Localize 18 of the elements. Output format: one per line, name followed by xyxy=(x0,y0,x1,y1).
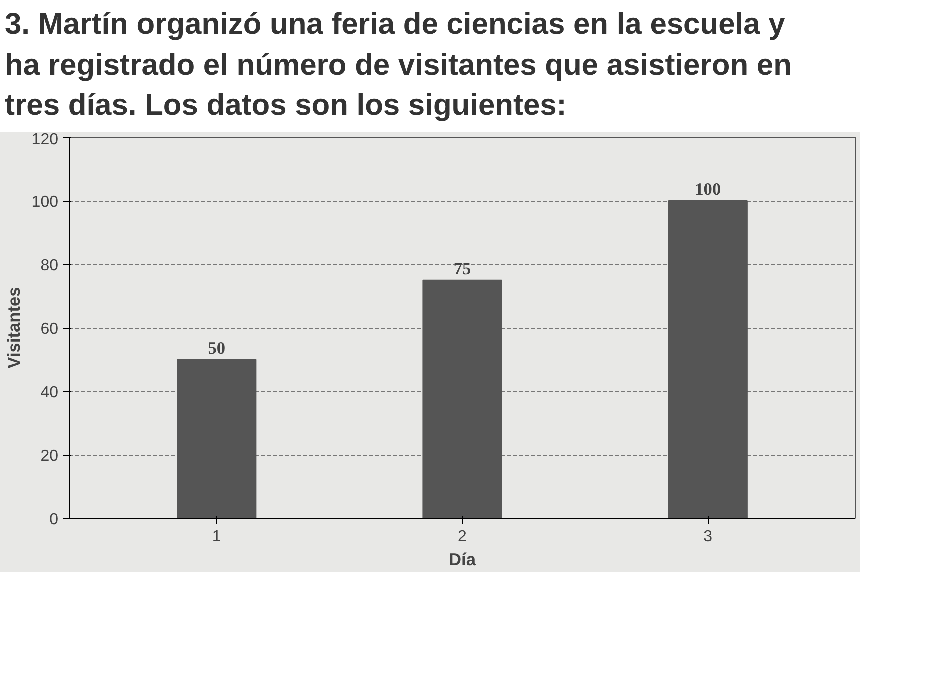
x-tick-label: 3 xyxy=(704,528,713,545)
y-tick-label: 100 xyxy=(32,194,59,210)
y-tick-label: 0 xyxy=(50,511,59,528)
x-tick-label: 2 xyxy=(458,528,468,545)
y-tick-label: 20 xyxy=(40,448,59,464)
x-axis-title: Día xyxy=(449,549,476,569)
data-label: 100 xyxy=(695,180,722,198)
data-label: 50 xyxy=(208,338,226,358)
bar xyxy=(177,358,257,518)
chart-title: 3. Martín organizó una feria de ciencias en la escuela y ha registrado el número de visitantes que asistieron en tres días. Los datos son los siguientes: xyxy=(5,7,793,124)
y-tick-label: 80 xyxy=(40,257,59,274)
y-tick-label: 40 xyxy=(40,384,59,401)
x-tick-label: 1 xyxy=(212,528,222,545)
y-tick-label: 60 xyxy=(40,320,59,338)
y-axis-title: Visitantes xyxy=(4,286,24,368)
bar xyxy=(422,279,502,518)
y-tick-label: 120 xyxy=(32,131,59,148)
bar xyxy=(668,200,748,518)
